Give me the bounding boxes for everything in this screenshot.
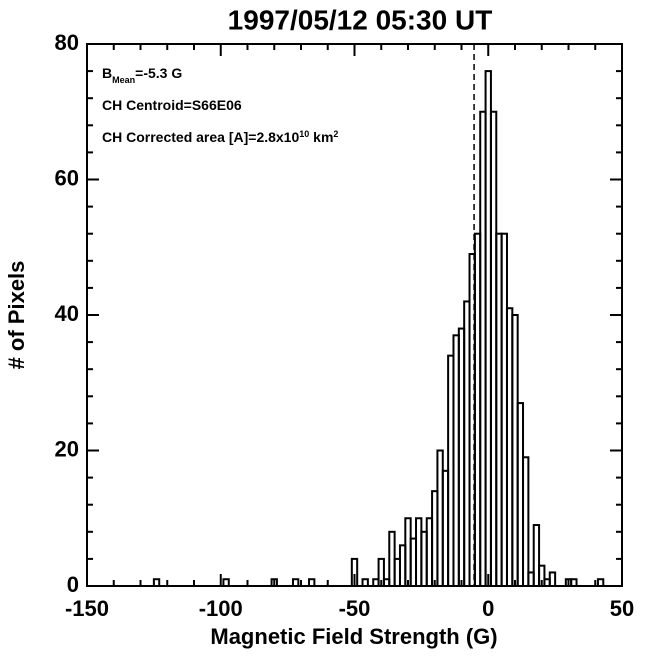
annotation-part: B bbox=[102, 65, 112, 81]
annotation-part: km bbox=[309, 129, 333, 145]
y-axis-label: # of Pixels bbox=[4, 261, 29, 370]
chart-title: 1997/05/12 05:30 UT bbox=[228, 4, 493, 35]
plot-frame bbox=[86, 43, 623, 587]
histogram-bar bbox=[291, 578, 300, 587]
x-tick-label: 0 bbox=[482, 596, 494, 621]
y-tick-label: 0 bbox=[67, 572, 79, 597]
y-tick-label: 80 bbox=[55, 30, 79, 55]
histogram-bar bbox=[596, 578, 605, 587]
annotation-part: CH Centroid=S66E06 bbox=[102, 97, 242, 113]
annotation-part: =-5.3 G bbox=[135, 65, 182, 81]
x-axis-label: Magnetic Field Strength (G) bbox=[210, 624, 497, 649]
annotation-part: CH Corrected area [A]=2.8x10 bbox=[102, 129, 299, 145]
histogram-bar bbox=[361, 578, 369, 587]
x-tick-label: -50 bbox=[339, 596, 371, 621]
histogram-bar bbox=[308, 578, 316, 587]
annotation-part: 10 bbox=[299, 129, 309, 139]
y-tick-label: 60 bbox=[55, 165, 79, 190]
x-tick-label: -150 bbox=[65, 596, 109, 621]
annotation: BMean=-5.3 G bbox=[102, 65, 182, 85]
annotation-part: 2 bbox=[333, 129, 338, 139]
x-tick-label: -100 bbox=[199, 596, 243, 621]
histogram-bar bbox=[522, 456, 530, 587]
histogram-bar bbox=[152, 578, 161, 587]
y-tick-label: 20 bbox=[55, 436, 79, 461]
x-tick-label: 50 bbox=[610, 596, 634, 621]
histogram-bar bbox=[570, 578, 578, 587]
annotation: CH Centroid=S66E06 bbox=[102, 97, 242, 113]
y-tick-label: 40 bbox=[55, 301, 79, 326]
histogram-bar bbox=[548, 571, 557, 588]
annotation: CH Corrected area [A]=2.8x1010 km2 bbox=[102, 129, 338, 145]
annotation-part: Mean bbox=[112, 75, 135, 85]
histogram-bar bbox=[222, 578, 230, 587]
